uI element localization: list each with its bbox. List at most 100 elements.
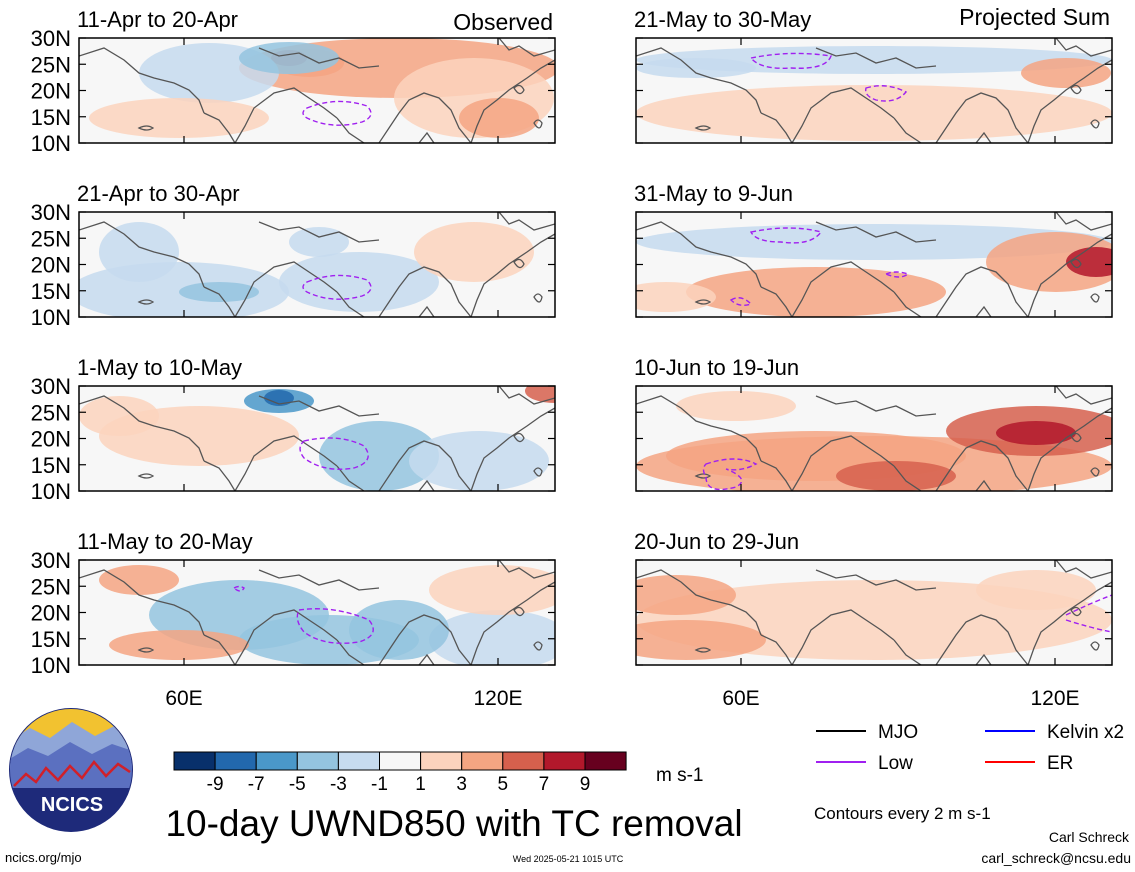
y-tick-label: 15N: [31, 105, 71, 130]
y-tick-label: 20N: [31, 601, 71, 626]
panel-field: [79, 386, 555, 491]
colorbar-swatch: [255, 751, 298, 771]
panel-field: [79, 212, 555, 317]
y-tick-label: 30N: [31, 548, 71, 573]
wind-anomaly-fill: [79, 386, 555, 491]
y-tick-label: 30N: [31, 26, 71, 51]
panel-date-label: 31-May to 9-Jun: [634, 181, 793, 206]
wind-anomaly-fill: [636, 570, 1112, 660]
low-contours: [302, 100, 372, 126]
legend: MJO Kelvin x2 Low ER: [816, 722, 1124, 774]
colorbar-swatch: [173, 751, 216, 771]
y-tick-label: 30N: [31, 374, 71, 399]
y-tick-label: 25N: [31, 574, 71, 599]
low-contours: [702, 458, 758, 491]
legend-label: Low: [878, 753, 913, 774]
coastlines: [79, 560, 555, 665]
coastlines: [636, 38, 1112, 143]
panel-field: [636, 38, 1112, 143]
coastlines: [79, 212, 555, 317]
timestamp: Wed 2025-05-21 1015 UTC: [513, 854, 624, 864]
y-tick-label: 15N: [31, 627, 71, 652]
panel-date-label: 10-Jun to 19-Jun: [634, 355, 799, 380]
author-email: carl_schreck@ncsu.edu: [981, 850, 1131, 866]
colorbar-swatch: [461, 751, 504, 771]
colorbar-swatch: [214, 751, 257, 771]
logo-text: NCICS: [41, 794, 103, 816]
wind-anomaly-fill: [636, 224, 1112, 317]
wind-anomaly-fill: [636, 391, 1112, 491]
y-tick-label: 25N: [31, 226, 71, 251]
legend-label: MJO: [878, 722, 918, 743]
colorbar-tick-label: 9: [580, 774, 591, 795]
colorbar: -9 -7 -5 -3 -1 1 3 5 7 9: [173, 751, 627, 795]
legend-label: Kelvin x2: [1047, 722, 1124, 743]
main-title: 10-day UWND850 with TC removal: [165, 803, 742, 844]
x-tick-60e-right: 60E: [722, 687, 759, 710]
panel-field: [636, 212, 1112, 317]
y-tick-label: 10N: [31, 479, 71, 504]
author-name: Carl Schreck: [1049, 829, 1130, 845]
panel-field: [636, 560, 1112, 665]
colorbar-tick-label: 5: [498, 774, 509, 795]
y-tick-label: 30N: [31, 200, 71, 225]
panel-6: 31-May to 9-Jun: [634, 181, 1113, 318]
colorbar-swatch: [337, 751, 380, 771]
panel-date-label: 21-May to 30-May: [634, 7, 811, 32]
coastlines: [636, 560, 1112, 665]
x-tick-60e-left: 60E: [165, 687, 202, 710]
coastlines: [79, 38, 555, 143]
low-contours: [232, 585, 374, 644]
colorbar-tick-label: -9: [207, 774, 224, 795]
x-tick-120e-left: 120E: [473, 687, 522, 710]
contour-note: Contours every 2 m s-1: [814, 804, 991, 823]
low-contours: [729, 227, 910, 307]
colorbar-tick-label: 7: [539, 774, 550, 795]
panel-date-label: 1-May to 10-May: [77, 355, 242, 380]
low-contours: [1065, 594, 1112, 633]
panel-field: [636, 386, 1112, 491]
y-tick-label: 10N: [31, 653, 71, 678]
panel-8: 20-Jun to 29-Jun: [634, 529, 1113, 666]
low-contours: [302, 274, 372, 300]
colorbar-tick-label: 3: [456, 774, 467, 795]
panel-date-label: 11-Apr to 20-Apr: [77, 7, 238, 32]
colorbar-swatch: [296, 751, 339, 771]
colorbar-swatch: [420, 751, 463, 771]
panel-field: [79, 38, 555, 143]
y-tick-label: 20N: [31, 79, 71, 104]
low-contours: [299, 437, 369, 470]
panel-field: [79, 560, 555, 665]
ncics-logo: NCICS: [9, 708, 133, 832]
column-label-projected: Projected Sum: [959, 4, 1110, 30]
coastlines: [79, 386, 555, 491]
y-tick-label: 15N: [31, 453, 71, 478]
column-label-observed: Observed: [453, 9, 553, 35]
panel-date-label: 20-Jun to 29-Jun: [634, 529, 799, 554]
y-tick-label: 15N: [31, 279, 71, 304]
x-tick-120e-right: 120E: [1030, 687, 1079, 710]
legend-label: ER: [1047, 753, 1073, 774]
panel-date-label: 21-Apr to 30-Apr: [77, 181, 240, 206]
colorbar-swatch: [584, 751, 627, 771]
colorbar-tick-label: -7: [248, 774, 265, 795]
colorbar-tick-label: -5: [289, 774, 306, 795]
y-tick-label: 25N: [31, 52, 71, 77]
wind-anomaly-fill: [89, 38, 555, 138]
y-tick-label: 20N: [31, 427, 71, 452]
panel-date-label: 11-May to 20-May: [77, 529, 253, 554]
colorbar-tick-label: -3: [330, 774, 347, 795]
wind-anomaly-fill: [79, 222, 534, 317]
coastlines: [636, 386, 1112, 491]
colorbar-swatch: [543, 751, 586, 771]
panel-5: 21-May to 30-May: [634, 7, 1113, 144]
y-tick-label: 10N: [31, 305, 71, 330]
site-url: ncics.org/mjo: [5, 850, 82, 865]
colorbar-tick-label: 1: [415, 774, 426, 795]
wind-anomaly-fill: [99, 565, 555, 665]
low-contours: [749, 52, 908, 102]
